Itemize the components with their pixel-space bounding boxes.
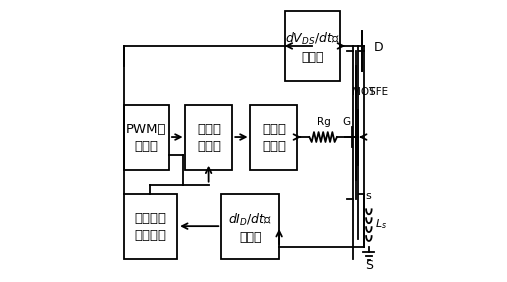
Text: Rg: Rg: [316, 117, 330, 127]
Text: 测电路: 测电路: [301, 50, 323, 64]
Text: D: D: [374, 41, 383, 54]
Text: S: S: [365, 259, 373, 272]
Text: $dI_D/dt$检: $dI_D/dt$检: [228, 212, 272, 228]
Text: $L_s$: $L_s$: [375, 217, 387, 231]
Text: s: s: [365, 191, 371, 201]
Text: PWM驱
动信号: PWM驱 动信号: [126, 123, 167, 153]
Text: MOSFE: MOSFE: [352, 87, 388, 98]
Text: 反馈信号
滤波电路: 反馈信号 滤波电路: [134, 212, 166, 242]
Text: T: T: [368, 87, 375, 98]
Text: $dV_{DS}/dt$检: $dV_{DS}/dt$检: [285, 31, 340, 47]
Text: 测电路: 测电路: [239, 231, 262, 244]
Text: 功率放
大电路: 功率放 大电路: [262, 123, 286, 153]
Text: 差分放
大电路: 差分放 大电路: [197, 123, 221, 153]
Text: G: G: [342, 117, 350, 127]
